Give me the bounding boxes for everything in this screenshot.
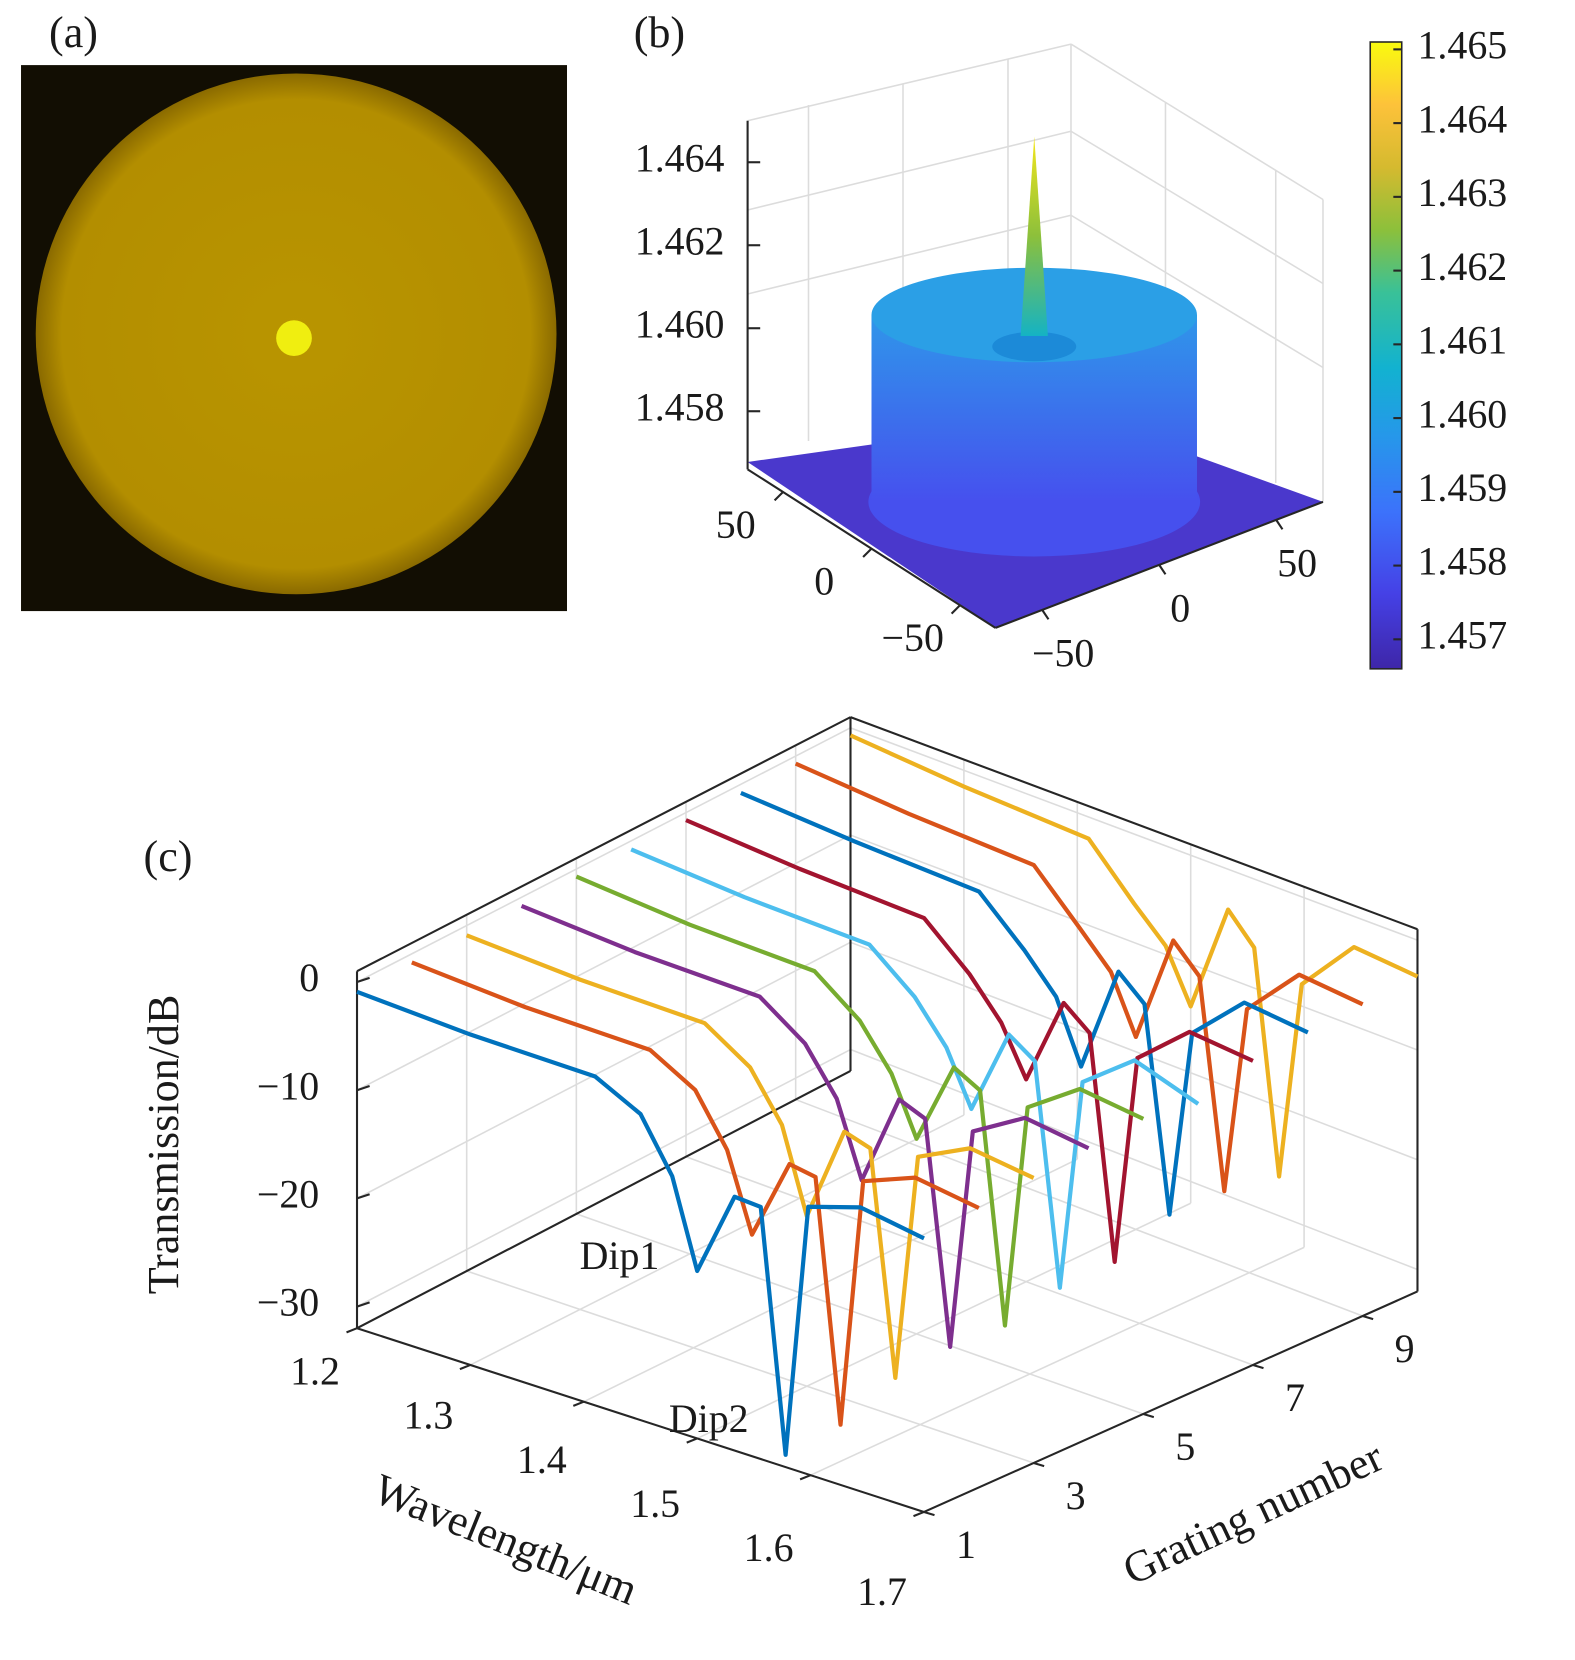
panel-label: (b) <box>634 8 685 57</box>
series-line <box>356 989 925 1457</box>
y-tick <box>1362 1314 1374 1321</box>
y-tick-label: 5 <box>1175 1424 1195 1469</box>
grid-line <box>356 727 851 983</box>
x-tick <box>686 1437 698 1444</box>
y-tick-label: 50 <box>716 502 756 547</box>
surface-core-peak <box>1020 136 1048 336</box>
x-tick-label: −50 <box>1032 630 1094 675</box>
colorbar-tick-label: 1.460 <box>1417 391 1507 436</box>
series-line <box>794 761 1364 1194</box>
x-tick-label: 1.2 <box>290 1349 340 1394</box>
x-tick-label: 1.3 <box>403 1393 453 1438</box>
surface-backdrop <box>747 43 1324 502</box>
colorbar-tick-label: 1.465 <box>1417 23 1507 68</box>
x-tick-label: 1.4 <box>517 1437 567 1482</box>
x-tick-label: 0 <box>1170 585 1190 630</box>
axis-box <box>850 716 1418 931</box>
grid-line <box>466 1270 1034 1464</box>
y-tick-label: 9 <box>1395 1326 1415 1371</box>
grid-line <box>356 1048 851 1308</box>
y-tick-label: 7 <box>1285 1375 1305 1420</box>
grid-line <box>583 1158 1078 1403</box>
z-tick-label: 0 <box>299 955 319 1000</box>
grid-line <box>356 941 851 1200</box>
y-tick <box>1252 1363 1264 1370</box>
colorbar-tick-label: 1.459 <box>1417 465 1507 510</box>
y-tick <box>862 547 873 558</box>
x-tick <box>1275 519 1284 530</box>
z-tick-label: −10 <box>257 1063 319 1108</box>
y-tick <box>1143 1412 1155 1419</box>
grid-line <box>356 834 851 1091</box>
y-tick <box>950 604 961 615</box>
axis-box <box>923 1290 1418 1513</box>
colorbar-tick-label: 1.463 <box>1417 170 1507 215</box>
x-tick-label: 50 <box>1277 540 1317 585</box>
y-tick <box>923 1510 935 1517</box>
x-tick <box>799 1474 811 1481</box>
annotation: Dip2 <box>669 1396 749 1441</box>
axis-box <box>356 1070 851 1330</box>
y-tick-label: 1 <box>956 1522 976 1567</box>
axis-box <box>356 1327 925 1513</box>
z-tick-label: 1.458 <box>635 384 725 429</box>
panel-label: (c) <box>144 832 193 881</box>
y-tick-label: 3 <box>1066 1473 1086 1518</box>
annotation: Dip1 <box>580 1233 660 1278</box>
colorbar-tick-label: 1.464 <box>1417 96 1507 141</box>
y-tick <box>773 491 784 502</box>
colorbar-tick-label: 1.457 <box>1417 612 1507 657</box>
x-tick-label: 1.5 <box>630 1481 680 1526</box>
y-tick-label: 0 <box>814 559 834 604</box>
y-axis-label: Grating number <box>1116 1432 1391 1595</box>
z-tick <box>356 976 370 984</box>
colorbar-tick-label: 1.461 <box>1417 318 1507 363</box>
x-tick-label: 1.6 <box>744 1525 794 1570</box>
z-axis-label: Transmission/dB <box>139 995 188 1295</box>
axis-box <box>356 716 851 973</box>
z-tick <box>356 1193 370 1200</box>
grid-line <box>795 1098 1363 1317</box>
z-tick-label: 1.460 <box>635 301 725 346</box>
panel-label: (a) <box>49 8 98 57</box>
grid-line <box>576 1213 1144 1415</box>
z-tick-label: −20 <box>257 1172 319 1217</box>
colorbar-tick-label: 1.458 <box>1417 539 1507 584</box>
grid-line <box>850 834 1418 1051</box>
z-tick <box>356 1301 370 1308</box>
z-tick-label: 1.462 <box>635 218 725 263</box>
x-tick <box>1158 564 1167 575</box>
x-tick <box>1041 609 1050 620</box>
series-line <box>630 847 1200 1290</box>
z-tick <box>356 1085 370 1092</box>
y-tick-label: −50 <box>882 615 944 660</box>
series-line <box>520 903 1090 1349</box>
grid-line <box>850 941 1418 1161</box>
series-line <box>465 933 1035 1380</box>
series-line <box>685 818 1254 1264</box>
series-line <box>740 791 1309 1217</box>
x-tick-label: 1.7 <box>857 1569 907 1614</box>
x-tick <box>913 1510 925 1518</box>
z-tick-label: 1.464 <box>635 135 725 180</box>
x-tick <box>572 1400 585 1407</box>
x-tick <box>346 1327 358 1334</box>
fiber-core <box>276 320 312 356</box>
surface-core-ring <box>992 331 1077 362</box>
grid-line <box>810 1246 1305 1476</box>
x-axis-label: Wavelength/μm <box>367 1464 645 1614</box>
colorbar-tick-label: 1.462 <box>1417 244 1507 289</box>
x-tick <box>459 1363 471 1371</box>
grid-line <box>685 1155 1254 1366</box>
colorbar <box>1369 41 1403 670</box>
grid-line <box>470 1114 965 1366</box>
series-line <box>411 960 980 1427</box>
z-tick-label: −30 <box>257 1280 319 1325</box>
plot-3d: −30 −20 −10 0 1.2 1.3 1.4 1.5 1.6 1.7 1 3 5 7 9 <box>257 716 1419 1614</box>
series-line <box>849 733 1419 1179</box>
series-line <box>575 874 1145 1328</box>
grid-line <box>850 727 1418 941</box>
y-tick <box>1033 1461 1045 1468</box>
